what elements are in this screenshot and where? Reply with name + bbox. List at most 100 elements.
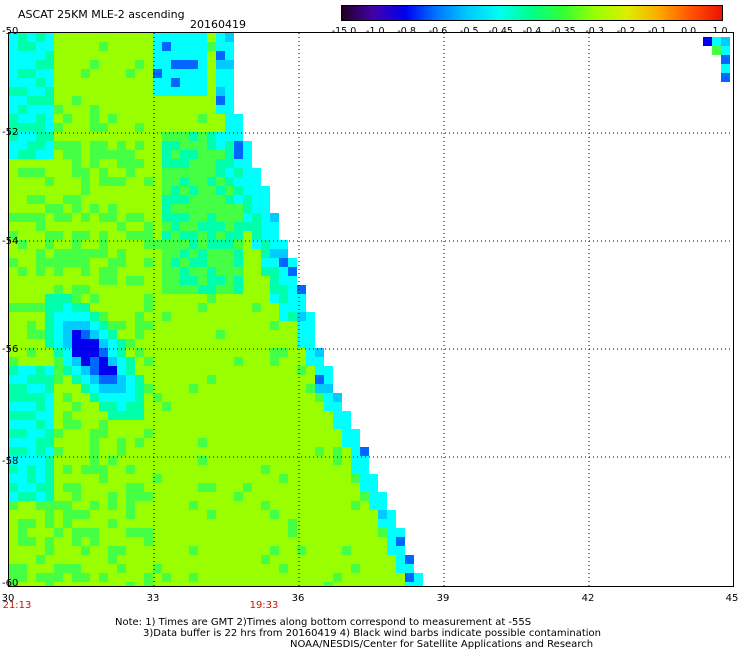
wind-cell xyxy=(18,267,27,276)
wind-cell xyxy=(162,573,171,582)
wind-cell xyxy=(351,510,360,519)
wind-cell xyxy=(153,429,162,438)
wind-cell xyxy=(207,213,216,222)
wind-cell xyxy=(117,537,126,546)
wind-cell xyxy=(207,222,216,231)
wind-cell xyxy=(63,438,72,447)
wind-cell xyxy=(117,357,126,366)
wind-cell xyxy=(288,582,297,586)
wind-cell xyxy=(360,546,369,555)
wind-cell xyxy=(207,330,216,339)
wind-cell xyxy=(180,483,189,492)
wind-cell xyxy=(126,339,135,348)
wind-cell xyxy=(198,186,207,195)
wind-cell xyxy=(180,492,189,501)
wind-cell xyxy=(153,267,162,276)
wind-cell xyxy=(63,285,72,294)
wind-cell xyxy=(225,492,234,501)
wind-cell xyxy=(252,267,261,276)
wind-cell xyxy=(252,411,261,420)
wind-cell xyxy=(18,546,27,555)
wind-cell xyxy=(216,312,225,321)
wind-cell xyxy=(90,294,99,303)
wind-cell xyxy=(9,123,18,132)
wind-cell xyxy=(297,384,306,393)
wind-cell xyxy=(63,294,72,303)
wind-cell xyxy=(234,393,243,402)
wind-cell xyxy=(27,276,36,285)
wind-cell xyxy=(180,159,189,168)
wind-cell xyxy=(99,132,108,141)
wind-cell xyxy=(180,564,189,573)
wind-cell xyxy=(9,33,18,42)
wind-cell xyxy=(252,366,261,375)
wind-cell xyxy=(243,366,252,375)
wind-cell xyxy=(126,186,135,195)
wind-cell xyxy=(117,303,126,312)
wind-cell xyxy=(108,420,117,429)
wind-cell xyxy=(198,249,207,258)
wind-cell xyxy=(171,519,180,528)
wind-cell xyxy=(63,411,72,420)
wind-cell xyxy=(117,213,126,222)
wind-cell xyxy=(207,528,216,537)
wind-cell xyxy=(315,546,324,555)
wind-cell xyxy=(288,474,297,483)
wind-cell xyxy=(117,258,126,267)
wind-cell xyxy=(207,195,216,204)
wind-cell xyxy=(27,150,36,159)
wind-cell xyxy=(90,402,99,411)
wind-cell xyxy=(198,510,207,519)
wind-cell xyxy=(126,303,135,312)
wind-cell xyxy=(117,312,126,321)
wind-cell xyxy=(207,537,216,546)
wind-cell xyxy=(36,366,45,375)
wind-cell xyxy=(270,456,279,465)
wind-cell xyxy=(99,240,108,249)
wind-cell xyxy=(324,555,333,564)
lon-label-45: 45 xyxy=(725,593,739,604)
wind-cell xyxy=(351,528,360,537)
wind-cell xyxy=(243,465,252,474)
wind-cell xyxy=(342,465,351,474)
wind-cell xyxy=(117,168,126,177)
wind-cell xyxy=(144,96,153,105)
wind-cell xyxy=(108,339,117,348)
wind-cell xyxy=(180,519,189,528)
wind-cell xyxy=(279,456,288,465)
wind-cell xyxy=(198,276,207,285)
wind-cell xyxy=(162,510,171,519)
wind-cell xyxy=(216,213,225,222)
wind-cell xyxy=(261,375,270,384)
wind-cell xyxy=(45,51,54,60)
wind-cell xyxy=(72,465,81,474)
wind-cell xyxy=(252,501,261,510)
wind-cell xyxy=(297,420,306,429)
wind-cell xyxy=(153,384,162,393)
wind-cell xyxy=(198,78,207,87)
wind-cell xyxy=(261,258,270,267)
wind-cell xyxy=(162,204,171,213)
wind-cell xyxy=(225,123,234,132)
wind-cell xyxy=(225,114,234,123)
wind-cell xyxy=(234,546,243,555)
wind-cell xyxy=(261,483,270,492)
wind-cell xyxy=(162,519,171,528)
wind-cell xyxy=(126,465,135,474)
wind-cell xyxy=(108,294,117,303)
wind-cell xyxy=(144,528,153,537)
wind-cell xyxy=(117,123,126,132)
wind-cell xyxy=(153,186,162,195)
wind-cell xyxy=(279,384,288,393)
wind-cell xyxy=(135,78,144,87)
wind-cell xyxy=(36,339,45,348)
wind-cell xyxy=(270,249,279,258)
wind-cell xyxy=(90,357,99,366)
wind-cell xyxy=(126,330,135,339)
wind-cell xyxy=(270,564,279,573)
wind-cell xyxy=(27,411,36,420)
wind-cell xyxy=(45,330,54,339)
wind-cell xyxy=(63,60,72,69)
wind-cell xyxy=(270,510,279,519)
wind-cell xyxy=(225,42,234,51)
